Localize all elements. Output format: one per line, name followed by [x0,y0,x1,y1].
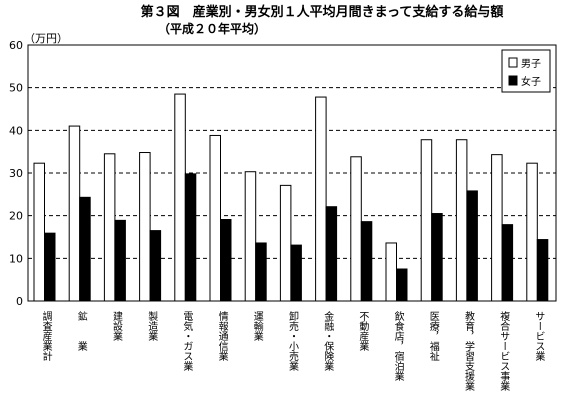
bar-male [350,156,362,302]
y-tick-label: 40 [9,124,23,137]
bar-female [149,230,162,302]
bar-female [255,242,267,302]
bar-female [396,268,408,302]
x-tick-label: 鉱 業 [75,310,87,352]
bar-male [209,134,221,302]
bars [33,93,549,302]
bar-female [220,219,232,302]
bar-male [526,162,538,302]
bar-male [33,162,45,302]
x-tick-label: 電気・ガス業 [181,311,193,372]
y-tick-label: 50 [9,82,23,95]
bar-female [290,244,302,302]
y-axis-label: （万円） [24,32,68,45]
y-tick-label: 60 [9,39,23,52]
bar-male [455,139,468,302]
bar-female [360,221,373,302]
bar-male [174,93,186,302]
legend-label-female: 女子 [521,75,541,88]
bar-male [385,242,397,302]
y-tick-label: 20 [9,210,23,223]
bar-female [466,190,478,302]
x-tick-label: 金融・保険業 [322,310,334,372]
bar-male [491,154,503,302]
bar-male [139,152,151,302]
x-tick-label: 医療，福祉 [427,311,439,361]
x-tick-label: サービス業 [533,311,545,362]
x-tick-label: 調査産業計 [40,310,52,362]
x-tick-label: 飲食店，宿泊業 [392,310,404,382]
x-tick-label: 不動産業 [357,311,369,352]
x-tick-label: 教育，学習支援業 [463,310,475,392]
y-tick-label: 10 [9,252,23,265]
bar-female [184,173,197,302]
bar-male [315,96,327,302]
legend-swatch-female [508,75,518,86]
chart-title: 第３図 産業別・男女別１人平均月間きまって支給する給与額 [141,4,504,20]
y-axis: 0 10 20 30 40 50 60 [9,39,23,308]
bar-male [279,184,292,302]
chart-subtitle: （平成２０年平均） [158,21,266,36]
x-tick-label: 製造業 [146,310,158,342]
x-tick-label: 建設業 [111,310,123,342]
x-tick-label: 情報通信業 [216,310,228,362]
legend: 男子 女子 [501,49,551,93]
bar-female [536,239,549,302]
bar-male [420,139,433,302]
x-tick-label: 卸売・小売業 [287,310,299,372]
bar-male [103,153,116,302]
legend-label-male: 男子 [521,58,541,70]
y-tick-label: 0 [16,295,23,308]
plot-frame [27,44,557,302]
bar-female [431,213,443,302]
y-tick-label: 30 [9,167,23,180]
bar-female [79,196,91,302]
bar-female [114,219,126,302]
x-tick-label: 運輸業 [251,311,263,342]
bar-female [501,224,514,302]
bar-female [44,232,56,302]
x-tick-label: 複合サービス事業 [498,310,510,392]
bar-male [68,125,81,302]
x-axis: 調査産業計 鉱 業 建設業 製造業 電気・ガス業 情報通信業 運輸業 卸売・小売業 金融・保険業… [40,310,545,392]
legend-swatch-male [508,57,518,68]
bar-female [325,206,338,302]
bar-male [244,171,257,302]
